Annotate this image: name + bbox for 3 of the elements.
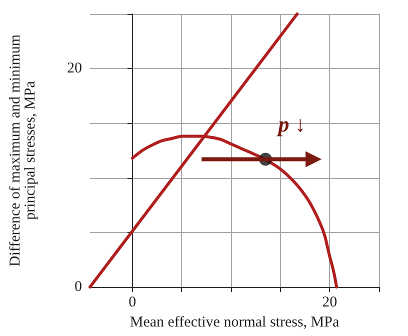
- annotation: p ↓: [276, 112, 306, 136]
- y-axis-title: Difference of maximum and minimum principal stresses, MPa: [8, 34, 38, 267]
- x-axis-title: Mean effective normal stress, MPa: [130, 314, 340, 330]
